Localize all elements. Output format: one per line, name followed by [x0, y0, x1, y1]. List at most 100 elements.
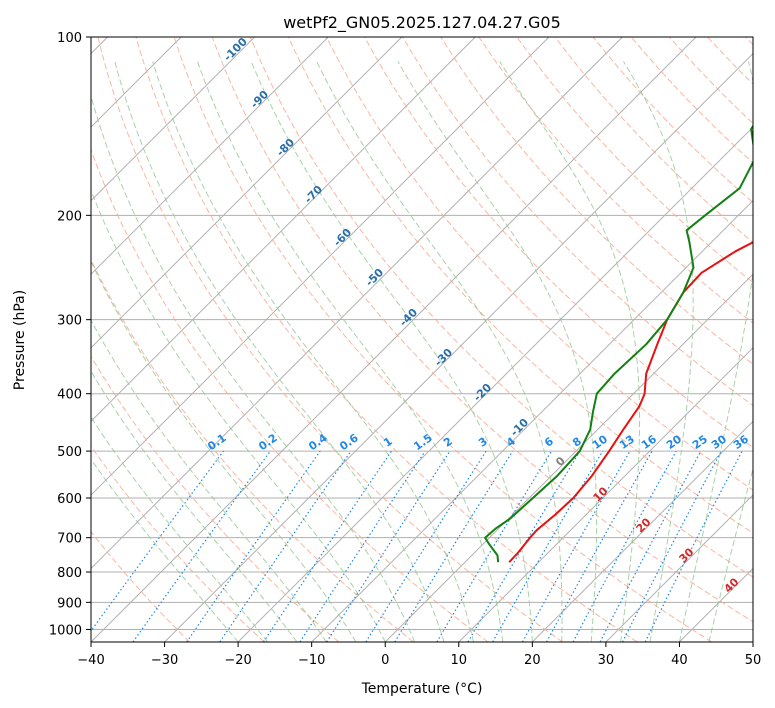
- mixing-ratio-label: 6: [542, 435, 556, 450]
- moist-adiabat-line: [91, 458, 239, 642]
- moist-adiabat-line: [197, 61, 504, 642]
- dry-adiabat-line: [516, 37, 753, 284]
- x-tick-label: 10: [451, 653, 468, 668]
- mixing-ratio-label: 36: [731, 432, 751, 452]
- isotherm-line: [752, 641, 753, 642]
- dry-adiabat-label: -90: [248, 88, 271, 111]
- y-tick-label: 500: [57, 445, 82, 460]
- mixing-ratio-label: 0.2: [256, 431, 279, 453]
- mixing-ratio-line: [132, 450, 271, 642]
- mixing-ratio-label: 20: [664, 432, 684, 452]
- dry-adiabat-line: [440, 37, 753, 365]
- moist-adiabat-line: [250, 61, 533, 642]
- mixing-ratio-line: [521, 450, 631, 642]
- mixing-ratio-line: [299, 450, 426, 642]
- mixing-ratio-line: [186, 450, 321, 642]
- isotherm-line: [384, 273, 753, 642]
- moist-adiabat-line: [499, 61, 641, 642]
- dry-adiabat-line: [745, 37, 753, 46]
- moist-adiabat-line: [91, 370, 298, 642]
- mixing-ratio-line: [436, 450, 553, 642]
- dry-adiabat-line: [135, 37, 638, 642]
- isotherm-line: [311, 199, 753, 642]
- x-axis-label: Temperature (°C): [361, 681, 483, 697]
- mixing-ratio-line: [91, 450, 224, 632]
- mixing-ratio-label: 25: [690, 433, 710, 452]
- dry-adiabat-line: [91, 355, 340, 642]
- moist-adiabat-line: [114, 61, 445, 642]
- moist-adiabat-label: 10: [591, 484, 611, 504]
- dry-adiabat-label: -50: [363, 266, 386, 289]
- moist-adiabat-line: [91, 260, 357, 642]
- isotherm-line: [91, 37, 550, 496]
- mixing-ratio-label: 1.5: [411, 431, 434, 453]
- mixing-ratio-line: [572, 450, 677, 642]
- mixing-ratio-line: [546, 450, 653, 642]
- dry-adiabat-label: -70: [302, 183, 325, 206]
- moist-adiabat-line: [91, 94, 416, 642]
- mixing-ratio-line: [394, 450, 514, 642]
- moist-adiabat-line: [708, 466, 753, 642]
- isotherm-line: [91, 37, 623, 570]
- x-tick-label: −40: [77, 653, 104, 668]
- mixing-ratio-line: [219, 450, 352, 642]
- y-tick-label: 400: [57, 388, 82, 403]
- mixing-ratio-line: [262, 450, 392, 642]
- y-tick-label: 300: [57, 314, 82, 329]
- isotherm-line: [91, 37, 697, 642]
- x-tick-label: 20: [524, 653, 541, 668]
- x-tick-label: 50: [745, 653, 762, 668]
- dry-adiabat-line: [478, 37, 753, 324]
- isotherm-line: [679, 567, 753, 642]
- y-axis-label: Pressure (hPa): [12, 290, 28, 390]
- x-tick-label: 0: [381, 653, 389, 668]
- dry-adiabat-label: -40: [397, 306, 420, 329]
- y-tick-label: 200: [57, 209, 82, 224]
- mixing-ratio-label: 16: [639, 432, 659, 452]
- dry-adiabat-label: -10: [508, 416, 531, 439]
- dry-adiabat-line: [592, 37, 753, 204]
- moist-adiabat-line: [397, 61, 598, 642]
- isotherm-line: [91, 37, 476, 423]
- y-tick-label: 100: [57, 31, 82, 46]
- dry-adiabat-label: -80: [274, 136, 297, 159]
- dry-adiabat-line: [707, 37, 753, 85]
- isotherm-line: [91, 37, 403, 349]
- moist-adiabat-line: [152, 61, 474, 642]
- y-tick-label: 800: [57, 566, 82, 581]
- y-tick-label: 1000: [49, 623, 82, 638]
- y-tick-label: 900: [57, 596, 82, 611]
- dry-adiabat-line: [554, 37, 753, 244]
- mixing-ratio-label: 30: [709, 432, 729, 452]
- plot-area: 0.1 0.2 0.4 0.6 1 1.5 2 3 4 6 8 10 13 16 20 25 30 36-100-…: [91, 35, 753, 642]
- y-tick-label: 600: [57, 492, 82, 507]
- dewpoint-profile-line: [484, 124, 753, 563]
- dry-adiabat-line: [91, 445, 265, 642]
- moist-adiabat-line: [678, 61, 753, 642]
- x-tick-label: 30: [598, 653, 615, 668]
- moist-adiabat-line: [91, 319, 327, 642]
- dry-adiabat-label: -100: [221, 35, 250, 64]
- moist-adiabat-label: 30: [677, 545, 697, 565]
- mixing-ratio-line: [326, 450, 451, 642]
- mixing-ratio-label: 3: [476, 435, 490, 450]
- dry-adiabat-line: [91, 148, 489, 642]
- isotherm-line: [531, 420, 753, 642]
- dry-adiabat-label: -30: [432, 346, 455, 369]
- moist-adiabat-line: [316, 61, 563, 642]
- moist-adiabat-line: [623, 61, 694, 642]
- dry-adiabat-line: [402, 37, 753, 407]
- x-tick-label: 40: [671, 653, 688, 668]
- isotherm-line: [91, 37, 329, 275]
- plot-frame: [90, 36, 754, 643]
- x-tick-label: −20: [224, 653, 251, 668]
- axes: −40 −30 −20 −10 0 10 20 30 40 5010020030040050060…: [49, 31, 761, 668]
- dry-adiabat-line: [91, 258, 414, 642]
- isotherm-line: [605, 494, 753, 642]
- dry-adiabat-label: -60: [331, 226, 354, 249]
- isotherm-line: [237, 126, 753, 642]
- dry-adiabat-line: [249, 37, 753, 578]
- dry-adiabat-line: [326, 37, 753, 491]
- dry-adiabat-line: [364, 37, 753, 449]
- moist-adiabat-line: [91, 188, 386, 642]
